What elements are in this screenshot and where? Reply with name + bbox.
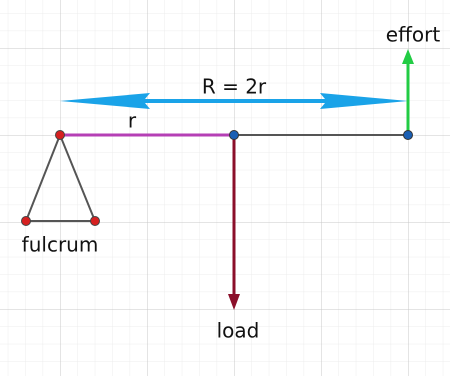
span-label: R = 2r <box>202 75 267 99</box>
span-arrow <box>60 93 408 109</box>
load-label: load <box>217 319 260 343</box>
arm-label: r <box>128 109 137 133</box>
effort-label: effort <box>386 23 441 47</box>
fulcrum-label: fulcrum <box>22 233 99 257</box>
effort-arrowhead <box>402 49 414 64</box>
point <box>229 130 239 140</box>
point <box>21 216 31 226</box>
load-arrowhead <box>228 294 240 310</box>
fulcrum-triangle <box>24 132 97 222</box>
point <box>55 130 65 140</box>
point <box>403 130 413 140</box>
point <box>90 216 100 226</box>
